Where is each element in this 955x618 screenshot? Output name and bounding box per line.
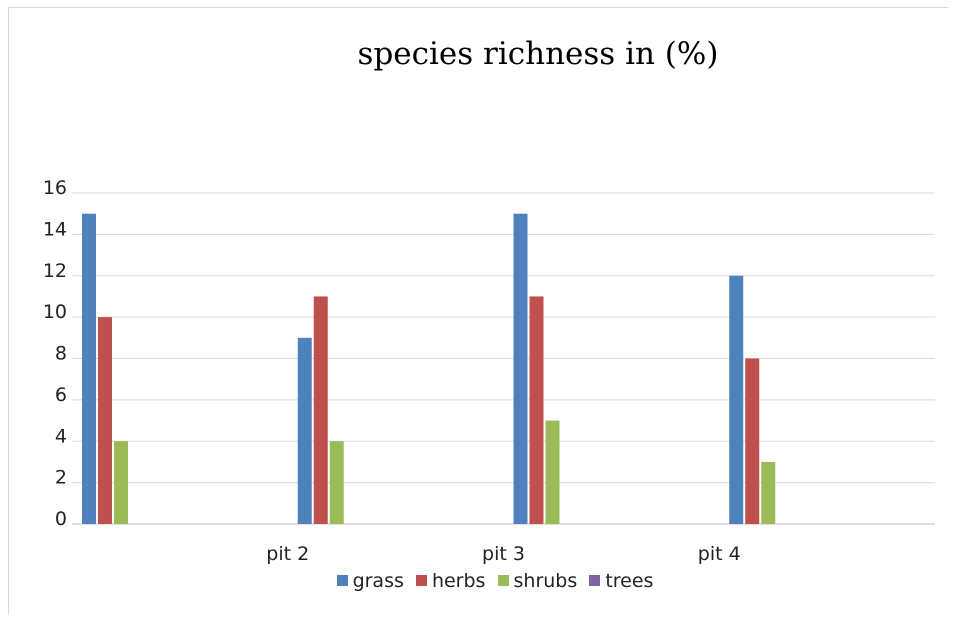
y-tick-label: 0 xyxy=(55,508,67,530)
legend-item-shrubs: shrubs xyxy=(497,570,578,592)
y-tick-label: 10 xyxy=(43,301,67,323)
chart-title: species richness in (%) xyxy=(357,36,719,72)
bar-herbs-pit-2 xyxy=(313,296,328,524)
bar-grass-pit-2 xyxy=(297,337,312,524)
chart-area xyxy=(8,7,948,615)
bar-shrubs-pit-2 xyxy=(329,441,344,524)
legend-swatch-trees xyxy=(589,575,601,586)
y-tick-label: 12 xyxy=(43,260,67,282)
bar-herbs-pit-4 xyxy=(745,358,760,524)
legend-item-grass: grass xyxy=(336,570,404,592)
y-tick-label: 8 xyxy=(55,343,67,365)
bar-grass-pit-4 xyxy=(729,275,744,524)
bar-shrubs-pit-3 xyxy=(545,420,560,524)
bar-shrubs-pit-4 xyxy=(761,461,776,524)
y-tick-label: 6 xyxy=(55,384,67,406)
bar-herbs-cat1 xyxy=(98,317,112,524)
bar-grass-cat1 xyxy=(82,213,96,524)
legend: grass herbs shrubs trees xyxy=(0,570,955,592)
y-tick-label: 16 xyxy=(43,177,67,199)
bar-herbs-pit-3 xyxy=(529,296,544,524)
legend-item-herbs: herbs xyxy=(415,570,486,592)
y-tick-label: 4 xyxy=(55,425,67,447)
y-tick-label: 2 xyxy=(55,467,67,489)
bar-grass-pit-3 xyxy=(513,213,528,524)
y-tick-label: 14 xyxy=(43,218,67,240)
x-tick-label: pit 3 xyxy=(482,543,525,565)
legend-swatch-grass xyxy=(336,575,348,586)
x-tick-label: pit 4 xyxy=(698,543,741,565)
legend-label-shrubs: shrubs xyxy=(513,570,578,592)
legend-label-trees: trees xyxy=(605,570,654,592)
legend-label-herbs: herbs xyxy=(431,570,486,592)
x-tick-label: pit 2 xyxy=(266,543,309,565)
legend-item-trees: trees xyxy=(589,570,653,592)
bar-shrubs-cat1 xyxy=(114,441,128,524)
legend-swatch-shrubs xyxy=(497,575,509,586)
legend-swatch-herbs xyxy=(415,575,427,586)
legend-label-grass: grass xyxy=(352,570,404,592)
